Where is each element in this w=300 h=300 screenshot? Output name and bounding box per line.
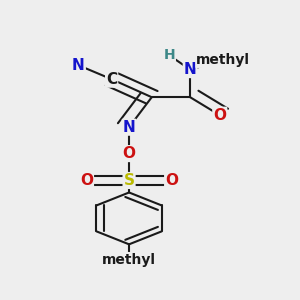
Text: N: N: [184, 62, 196, 77]
Text: N: N: [123, 120, 135, 135]
Text: H: H: [164, 48, 175, 62]
Text: C: C: [106, 72, 117, 87]
Text: O: O: [123, 146, 136, 161]
Text: N: N: [72, 58, 85, 73]
Text: O: O: [165, 173, 178, 188]
Text: O: O: [213, 108, 226, 123]
Text: O: O: [80, 173, 93, 188]
Text: methyl: methyl: [196, 53, 250, 67]
Text: methyl: methyl: [102, 253, 156, 267]
Text: S: S: [124, 173, 135, 188]
